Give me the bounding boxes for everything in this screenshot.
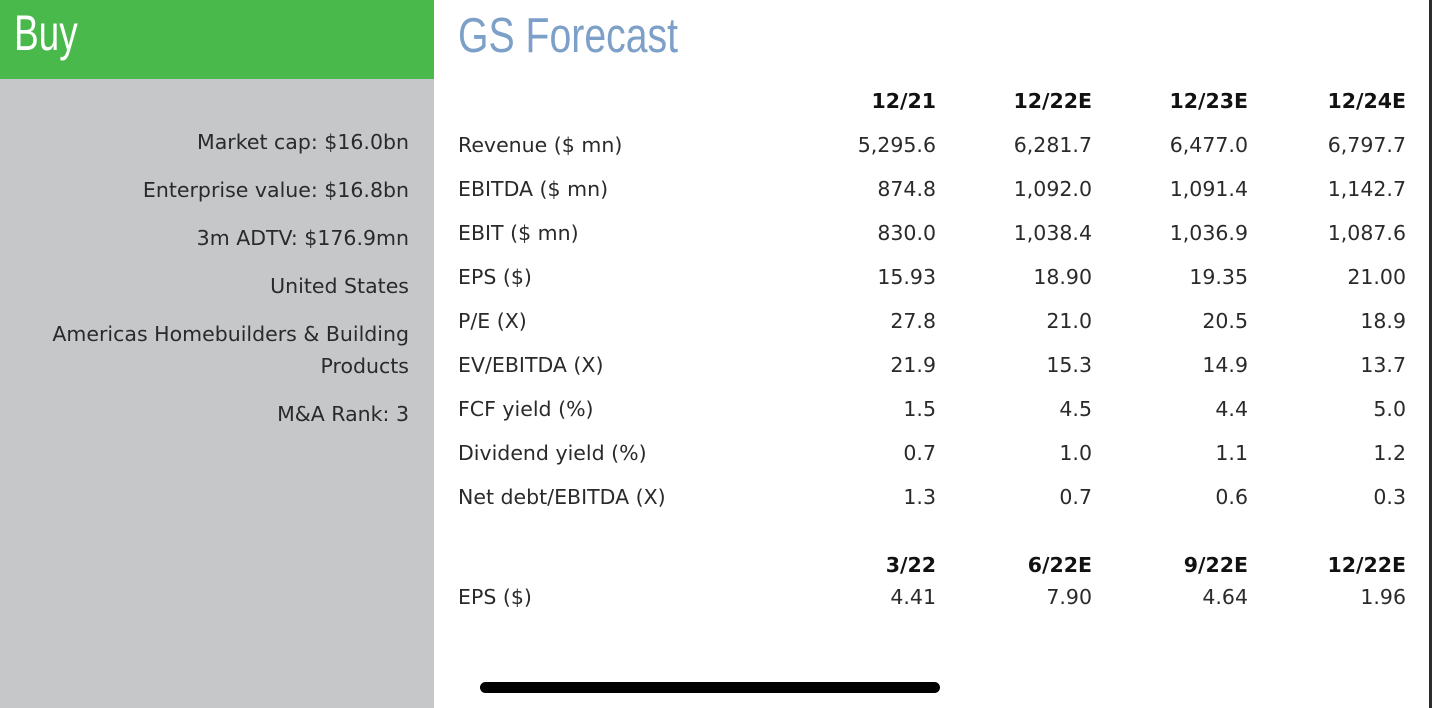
rating-label: Buy [14, 5, 78, 61]
table-cell: 6,477.0 [1169, 133, 1248, 157]
table-cell: 1,091.4 [1169, 177, 1248, 201]
column-header: 6/22E [1027, 553, 1092, 577]
column-header: 12/24E [1327, 89, 1406, 113]
annual-header-row: 12/21 12/22E 12/23E 12/24E [434, 81, 1429, 121]
row-label: Net debt/EBITDA (X) [458, 485, 666, 509]
row-label: EPS ($) [458, 265, 532, 289]
table-cell: 4.5 [1059, 397, 1092, 421]
page-title: GS Forecast [458, 9, 679, 63]
table-cell: 14.9 [1202, 353, 1248, 377]
table-cell: 1,036.9 [1169, 221, 1248, 245]
table-cell: 0.3 [1373, 485, 1406, 509]
table-row: FCF yield (%) 1.5 4.5 4.4 5.0 [434, 389, 1429, 429]
table-cell: 1.5 [903, 397, 936, 421]
rating-banner: Buy [0, 0, 434, 79]
table-cell: 0.7 [1059, 485, 1092, 509]
table-row: P/E (X) 27.8 21.0 20.5 18.9 [434, 301, 1429, 341]
table-row: EPS ($) 15.93 18.90 19.35 21.00 [434, 257, 1429, 297]
column-header: 12/22E [1327, 553, 1406, 577]
quarterly-header-row: 3/22 6/22E 9/22E 12/22E [434, 545, 1429, 585]
table-cell: 1,142.7 [1327, 177, 1406, 201]
sector: Americas Homebuilders & Building Product… [52, 322, 409, 378]
sidebar: Buy Market cap: $16.0bn Enterprise value… [0, 0, 434, 708]
table-cell: 0.7 [903, 441, 936, 465]
table-cell: 27.8 [890, 309, 936, 333]
table-row: Net debt/EBITDA (X) 1.3 0.7 0.6 0.3 [434, 477, 1429, 517]
table-cell: 5.0 [1373, 397, 1406, 421]
table-cell: 830.0 [877, 221, 936, 245]
row-label: FCF yield (%) [458, 397, 594, 421]
column-header: 12/21 [871, 89, 936, 113]
row-label: P/E (X) [458, 309, 527, 333]
ma-rank: M&A Rank: 3 [277, 402, 409, 426]
table-cell: 4.64 [1202, 585, 1248, 609]
table-cell: 6,797.7 [1327, 133, 1406, 157]
home-indicator-bar[interactable] [480, 682, 940, 693]
table-row: Revenue ($ mn) 5,295.6 6,281.7 6,477.0 6… [434, 125, 1429, 165]
adtv: 3m ADTV: $176.9mn [196, 226, 409, 250]
table-row: EPS ($) 4.41 7.90 4.64 1.96 [434, 577, 1429, 617]
table-cell: 19.35 [1189, 265, 1248, 289]
table-cell: 15.93 [877, 265, 936, 289]
table-row: EBITDA ($ mn) 874.8 1,092.0 1,091.4 1,14… [434, 169, 1429, 209]
table-cell: 21.00 [1347, 265, 1406, 289]
page-edge-divider [1429, 0, 1432, 708]
table-cell: 21.9 [890, 353, 936, 377]
row-label: EV/EBITDA (X) [458, 353, 604, 377]
column-header: 12/22E [1013, 89, 1092, 113]
table-cell: 4.41 [890, 585, 936, 609]
table-cell: 1,038.4 [1013, 221, 1092, 245]
market-cap: Market cap: $16.0bn [197, 130, 409, 154]
table-row: Dividend yield (%) 0.7 1.0 1.1 1.2 [434, 433, 1429, 473]
table-cell: 1,087.6 [1327, 221, 1406, 245]
table-cell: 21.0 [1046, 309, 1092, 333]
row-label: Revenue ($ mn) [458, 133, 623, 157]
row-label: EPS ($) [458, 585, 532, 609]
enterprise-value: Enterprise value: $16.8bn [142, 178, 409, 202]
column-header: 9/22E [1183, 553, 1248, 577]
table-cell: 1.0 [1059, 441, 1092, 465]
table-cell: 4.4 [1215, 397, 1248, 421]
forecast-panel: GS Forecast 12/21 12/22E 12/23E 12/24E R… [434, 0, 1429, 708]
table-cell: 18.90 [1033, 265, 1092, 289]
outer-margin [1432, 0, 1451, 708]
table-cell: 1.96 [1360, 585, 1406, 609]
table-cell: 20.5 [1202, 309, 1248, 333]
country: United States [270, 274, 409, 298]
table-cell: 0.6 [1215, 485, 1248, 509]
table-cell: 7.90 [1046, 585, 1092, 609]
column-header: 3/22 [885, 553, 936, 577]
table-cell: 1.2 [1373, 441, 1406, 465]
table-cell: 1,092.0 [1013, 177, 1092, 201]
table-cell: 874.8 [877, 177, 936, 201]
table-cell: 1.1 [1215, 441, 1248, 465]
table-row: EV/EBITDA (X) 21.9 15.3 14.9 13.7 [434, 345, 1429, 385]
table-cell: 6,281.7 [1013, 133, 1092, 157]
table-cell: 18.9 [1360, 309, 1406, 333]
row-label: EBITDA ($ mn) [458, 177, 609, 201]
row-label: EBIT ($ mn) [458, 221, 579, 245]
table-cell: 5,295.6 [857, 133, 936, 157]
table-cell: 13.7 [1360, 353, 1406, 377]
table-cell: 1.3 [903, 485, 936, 509]
company-facts: Market cap: $16.0bn Enterprise value: $1… [9, 126, 409, 446]
table-row: EBIT ($ mn) 830.0 1,038.4 1,036.9 1,087.… [434, 213, 1429, 253]
column-header: 12/23E [1169, 89, 1248, 113]
table-cell: 15.3 [1046, 353, 1092, 377]
row-label: Dividend yield (%) [458, 441, 647, 465]
